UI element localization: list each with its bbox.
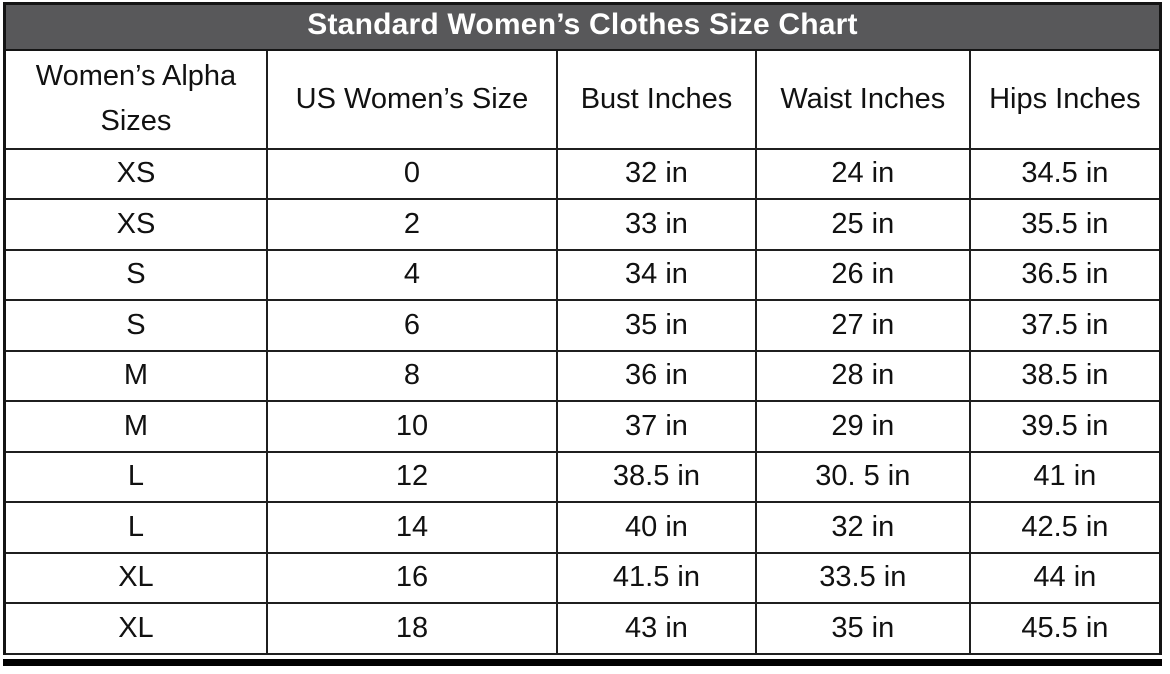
cell-bust: 38.5 in bbox=[556, 450, 757, 503]
cell-waist: 28 in bbox=[754, 349, 971, 402]
cell-alpha-size: XL bbox=[3, 602, 268, 655]
cell-waist: 32 in bbox=[754, 501, 971, 554]
cell-hips: 44 in bbox=[968, 551, 1162, 604]
cell-bust: 36 in bbox=[556, 349, 757, 402]
cell-waist: 29 in bbox=[754, 400, 971, 453]
size-chart-table-container: Standard Women’s Clothes Size Chart Wome… bbox=[3, 2, 1162, 666]
header-row: Women’s Alpha Sizes US Women’s Size Bust… bbox=[3, 48, 1162, 150]
cell-bust: 35 in bbox=[556, 299, 757, 352]
table-title: Standard Women’s Clothes Size Chart bbox=[3, 2, 1162, 51]
cell-bust: 41.5 in bbox=[556, 551, 757, 604]
cell-us-size: 16 bbox=[265, 551, 559, 604]
size-chart-table: Standard Women’s Clothes Size Chart Wome… bbox=[3, 2, 1162, 655]
column-header-alpha-sizes: Women’s Alpha Sizes bbox=[3, 48, 268, 150]
cell-hips: 42.5 in bbox=[968, 501, 1162, 554]
cell-waist: 35 in bbox=[754, 602, 971, 655]
cell-hips: 36.5 in bbox=[968, 248, 1162, 301]
cell-alpha-size: L bbox=[3, 501, 268, 554]
cell-bust: 32 in bbox=[556, 147, 757, 200]
cell-us-size: 2 bbox=[265, 198, 559, 251]
title-row: Standard Women’s Clothes Size Chart bbox=[3, 2, 1162, 51]
cell-us-size: 0 bbox=[265, 147, 559, 200]
table-row: M 8 36 in 28 in 38.5 in bbox=[3, 349, 1162, 402]
cell-waist: 27 in bbox=[754, 299, 971, 352]
table-row: XS 2 33 in 25 in 35.5 in bbox=[3, 198, 1162, 251]
cell-alpha-size: XS bbox=[3, 198, 268, 251]
table-row: XL 16 41.5 in 33.5 in 44 in bbox=[3, 551, 1162, 604]
cell-waist: 33.5 in bbox=[754, 551, 971, 604]
cell-us-size: 8 bbox=[265, 349, 559, 402]
cell-us-size: 10 bbox=[265, 400, 559, 453]
cell-hips: 34.5 in bbox=[968, 147, 1162, 200]
table-body: XS 0 32 in 24 in 34.5 in XS 2 33 in 25 i… bbox=[3, 147, 1162, 655]
cell-hips: 38.5 in bbox=[968, 349, 1162, 402]
cell-alpha-size: S bbox=[3, 299, 268, 352]
table-row: XS 0 32 in 24 in 34.5 in bbox=[3, 147, 1162, 200]
column-header-bust: Bust Inches bbox=[556, 48, 757, 150]
cell-bust: 43 in bbox=[556, 602, 757, 655]
cell-hips: 45.5 in bbox=[968, 602, 1162, 655]
cell-hips: 41 in bbox=[968, 450, 1162, 503]
column-header-waist: Waist Inches bbox=[754, 48, 971, 150]
cell-alpha-size: S bbox=[3, 248, 268, 301]
cell-us-size: 4 bbox=[265, 248, 559, 301]
cell-alpha-size: XS bbox=[3, 147, 268, 200]
table-row: S 4 34 in 26 in 36.5 in bbox=[3, 248, 1162, 301]
column-header-us-size: US Women’s Size bbox=[265, 48, 559, 150]
cell-hips: 39.5 in bbox=[968, 400, 1162, 453]
cell-bust: 40 in bbox=[556, 501, 757, 554]
cell-waist: 26 in bbox=[754, 248, 971, 301]
cell-us-size: 18 bbox=[265, 602, 559, 655]
table-row: L 14 40 in 32 in 42.5 in bbox=[3, 501, 1162, 554]
cell-bust: 33 in bbox=[556, 198, 757, 251]
cell-waist: 24 in bbox=[754, 147, 971, 200]
cell-alpha-size: L bbox=[3, 450, 268, 503]
cell-alpha-size: XL bbox=[3, 551, 268, 604]
cell-hips: 37.5 in bbox=[968, 299, 1162, 352]
table-row: L 12 38.5 in 30. 5 in 41 in bbox=[3, 450, 1162, 503]
cell-us-size: 14 bbox=[265, 501, 559, 554]
cell-us-size: 12 bbox=[265, 450, 559, 503]
cell-waist: 30. 5 in bbox=[754, 450, 971, 503]
table-row: M 10 37 in 29 in 39.5 in bbox=[3, 400, 1162, 453]
cell-bust: 37 in bbox=[556, 400, 757, 453]
table-row: XL 18 43 in 35 in 45.5 in bbox=[3, 602, 1162, 655]
cell-alpha-size: M bbox=[3, 400, 268, 453]
cell-alpha-size: M bbox=[3, 349, 268, 402]
cell-hips: 35.5 in bbox=[968, 198, 1162, 251]
table-row: S 6 35 in 27 in 37.5 in bbox=[3, 299, 1162, 352]
cell-bust: 34 in bbox=[556, 248, 757, 301]
cell-waist: 25 in bbox=[754, 198, 971, 251]
column-header-hips: Hips Inches bbox=[968, 48, 1162, 150]
cell-us-size: 6 bbox=[265, 299, 559, 352]
